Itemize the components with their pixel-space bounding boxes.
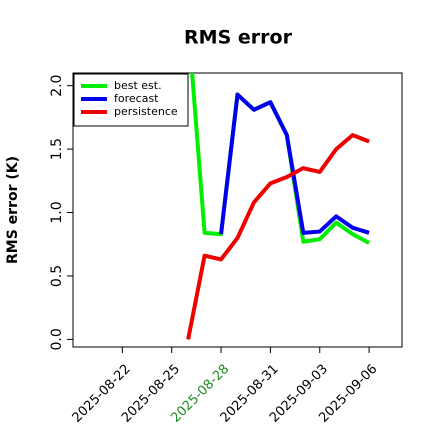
y-axis-label: RMS error (K)	[5, 156, 21, 264]
series-line	[186, 133, 370, 340]
series-line	[219, 92, 370, 235]
y-tick-label: 0.5	[49, 265, 65, 287]
legend-label: forecast	[114, 92, 159, 105]
chart-title: RMS error	[184, 27, 293, 49]
lines	[186, 73, 371, 340]
y-tick-label: 1.5	[49, 138, 65, 160]
y-tick-label: 0.0	[49, 328, 65, 350]
legend-label: best est.	[114, 79, 162, 92]
series-line	[190, 73, 371, 245]
plot-frame	[72, 72, 403, 348]
y-tick-label: 2.0	[49, 75, 65, 97]
y-tick-label: 1.0	[49, 201, 65, 223]
legend-label: persistence	[114, 105, 178, 118]
